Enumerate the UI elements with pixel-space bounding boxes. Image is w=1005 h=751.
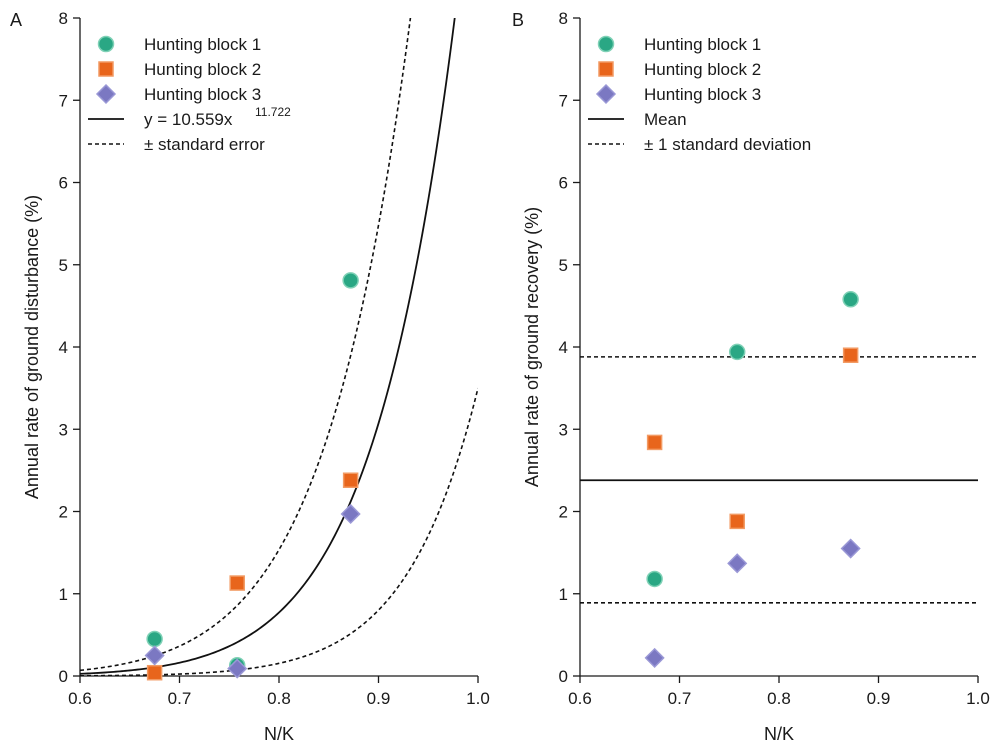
y-tick-label: 3	[59, 420, 68, 439]
data-point	[646, 570, 663, 588]
legend-label: Hunting block 2	[644, 60, 761, 79]
y-tick-label: 0	[559, 667, 568, 686]
y-tick-label: 7	[559, 91, 568, 110]
legend-marker	[97, 35, 115, 53]
data-point	[146, 664, 163, 681]
legend-fit-exponent: 11.722	[255, 105, 291, 119]
x-axis-label: N/K	[264, 724, 294, 744]
x-tick-label: 0.6	[568, 689, 592, 708]
x-tick-label: 0.6	[68, 689, 92, 708]
legend-label: Hunting block 1	[144, 35, 261, 54]
legend-marker	[95, 83, 117, 105]
x-axis-label: N/K	[764, 724, 794, 744]
y-tick-label: 6	[59, 174, 68, 193]
legend-sd-label: ± 1 standard deviation	[644, 135, 811, 154]
data-point	[229, 575, 245, 591]
x-tick-label: 1.0	[966, 689, 990, 708]
data-point	[727, 553, 748, 574]
data-point	[840, 538, 861, 559]
series-2	[646, 347, 859, 530]
x-tick-label: 0.7	[168, 689, 192, 708]
legend-mean-label: Mean	[644, 110, 687, 129]
series-1	[646, 291, 859, 588]
data-point	[146, 630, 163, 648]
upper-error-curve	[80, 18, 412, 672]
legend-label: Hunting block 3	[644, 85, 761, 104]
panel-label: A	[10, 10, 22, 30]
legend-error-label: ± standard error	[144, 135, 265, 154]
series-3	[144, 503, 361, 679]
panel-label: B	[512, 10, 524, 30]
lower-error-curve	[80, 387, 478, 676]
data-point	[144, 645, 165, 666]
legend-label: Hunting block 2	[144, 60, 261, 79]
x-tick-label: 0.9	[367, 689, 391, 708]
series-1	[146, 272, 359, 674]
y-tick-label: 2	[59, 503, 68, 522]
chart-panel-b: B 0 1 2 3 4 5 6 7 8 0.6 0.7 0.8 0.9 1.0 N/K Annual rate …	[512, 9, 990, 744]
y-tick-label: 3	[559, 420, 568, 439]
y-tick-label: 0	[59, 667, 68, 686]
legend-label: Hunting block 1	[644, 35, 761, 54]
y-tick-label: 7	[59, 91, 68, 110]
y-tick-label: 8	[559, 9, 568, 28]
data-point	[227, 658, 248, 679]
legend-label: Hunting block 3	[144, 85, 261, 104]
x-tick-label: 0.8	[267, 689, 291, 708]
chart-panel-a: A 0 1 2 3 4 5 6 7 8 0.6 0.7 0.8 0.9 1.0 N/K Annual rate …	[10, 9, 490, 744]
y-tick-label: 8	[59, 9, 68, 28]
legend-marker	[595, 83, 617, 105]
y-tick-label: 1	[59, 585, 68, 604]
data-point	[342, 472, 359, 488]
legend: Hunting block 1 Hunting block 2 Hunting bl…	[88, 35, 291, 154]
data-point	[340, 503, 361, 525]
y-tick-label: 5	[59, 256, 68, 275]
data-point	[646, 434, 663, 451]
legend-marker	[598, 61, 614, 77]
series-3	[644, 538, 861, 668]
x-tick-label: 1.0	[466, 689, 490, 708]
y-tick-label: 5	[559, 256, 568, 275]
data-point	[842, 291, 859, 308]
y-tick-label: 4	[559, 338, 568, 357]
y-axis-label: Annual rate of ground disturbance (%)	[22, 195, 42, 499]
data-point	[728, 343, 746, 361]
x-tick-label: 0.8	[767, 689, 791, 708]
x-tick-label: 0.9	[867, 689, 891, 708]
data-point	[729, 513, 745, 530]
data-point	[342, 272, 359, 289]
data-point	[842, 347, 859, 363]
y-tick-label: 1	[559, 585, 568, 604]
data-point	[644, 647, 665, 668]
y-axis-label: Annual rate of ground recovery (%)	[522, 207, 542, 487]
legend: Hunting block 1 Hunting block 2 Hunting bl…	[588, 35, 811, 154]
series-2	[146, 472, 359, 681]
y-tick-label: 2	[559, 503, 568, 522]
legend-marker	[98, 61, 114, 77]
y-tick-label: 6	[559, 174, 568, 193]
legend-fit-label: y = 10.559x	[144, 110, 233, 129]
y-tick-label: 4	[59, 338, 68, 357]
fit-curve	[80, 18, 456, 675]
x-tick-label: 0.7	[668, 689, 692, 708]
legend-marker	[597, 35, 615, 53]
